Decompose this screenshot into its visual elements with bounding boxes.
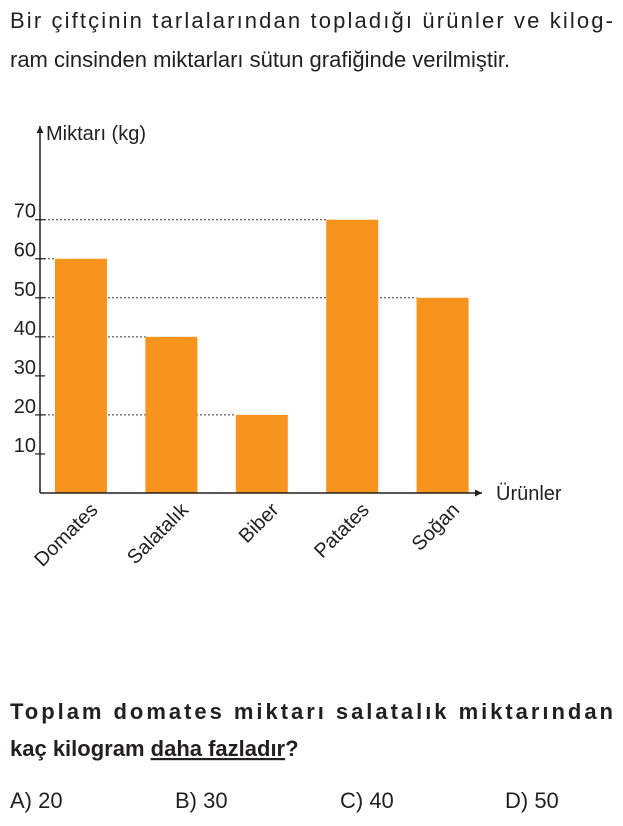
option[interactable]: C) 40	[340, 788, 394, 813]
x-axis-label: Ürünler	[496, 483, 562, 505]
question-part: ?	[285, 736, 298, 761]
question-line: Toplam domates miktarı salatalık miktarı…	[10, 699, 613, 724]
y-tick-label: 20	[14, 396, 36, 418]
x-tick-label: Biber	[235, 499, 284, 548]
y-tick-label: 50	[14, 279, 36, 301]
chart: 10 20 30 40 50 60 70 Domates Salatalık Biber Patat…	[14, 123, 562, 571]
question-line: kaç kilogram daha fazladır?	[10, 736, 299, 761]
y-axis-arrow	[36, 126, 44, 133]
intro-line: ram cinsinden miktarları sütun grafiğind…	[10, 47, 510, 72]
x-tick-label: Domates	[30, 499, 102, 571]
y-tick-label: 10	[14, 435, 36, 457]
y-axis-label: Miktarı (kg)	[46, 123, 146, 145]
y-tick-label: 60	[14, 240, 36, 262]
bar	[55, 258, 107, 493]
x-axis-arrow	[475, 489, 482, 497]
bar	[235, 414, 288, 493]
bar	[326, 219, 379, 493]
question-underlined: daha fazladır	[151, 736, 286, 761]
x-tick-label: Soğan	[408, 499, 464, 555]
question-part: kaç kilogram	[10, 736, 151, 761]
bar	[145, 336, 198, 493]
y-tick-label: 30	[14, 357, 36, 379]
option[interactable]: B) 30	[175, 788, 228, 813]
option[interactable]: D) 50	[505, 788, 559, 813]
x-tick-label: Salatalık	[123, 498, 194, 569]
x-tick-label: Patates	[310, 499, 374, 563]
y-tick-label: 70	[14, 201, 36, 223]
option[interactable]: A) 20	[10, 788, 63, 813]
intro-line: Bir çiftçinin tarlalarından topladığı ür…	[10, 8, 613, 33]
y-tick-label: 40	[14, 318, 36, 340]
bar	[416, 297, 469, 493]
